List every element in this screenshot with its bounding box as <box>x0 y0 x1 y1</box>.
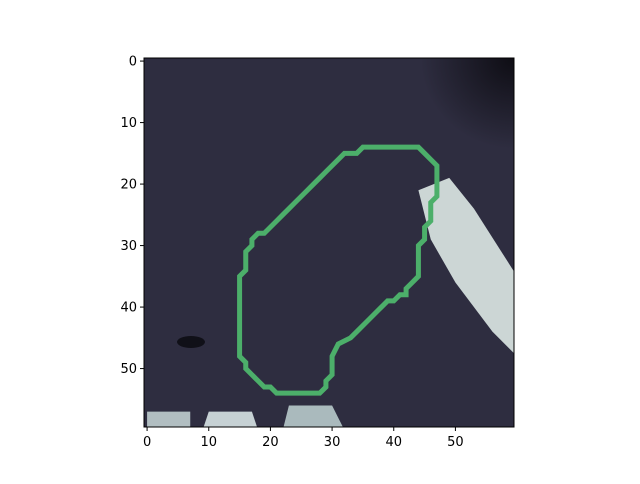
y-tick-label: 20 <box>120 178 137 193</box>
bone-bottom-1 <box>147 411 191 427</box>
bone-bottom-2 <box>203 411 258 427</box>
bone-bottom-3 <box>283 405 343 427</box>
y-tick-label: 40 <box>120 301 137 316</box>
y-tick-label: 10 <box>120 116 137 131</box>
bright-regions <box>147 177 514 427</box>
y-tick-label: 30 <box>120 239 137 254</box>
x-tick-label: 50 <box>447 435 464 450</box>
dark-corner-shade <box>380 58 514 188</box>
plot-frame <box>143 57 515 428</box>
segmentation-contour <box>237 144 440 396</box>
x-tick-label: 10 <box>200 435 217 450</box>
x-axis-ticks: 0 10 20 30 40 50 <box>143 427 464 450</box>
x-tick-label: 40 <box>385 435 402 450</box>
image-area <box>144 58 514 427</box>
y-axis-ticks: 0 10 20 30 40 50 <box>120 55 144 377</box>
dark-spot <box>177 336 205 348</box>
x-tick-label: 20 <box>262 435 279 450</box>
y-tick-label: 0 <box>129 55 137 70</box>
x-tick-label: 30 <box>324 435 341 450</box>
y-tick-label: 50 <box>120 362 137 377</box>
x-tick-label: 0 <box>143 435 151 450</box>
bone-right <box>418 177 514 354</box>
